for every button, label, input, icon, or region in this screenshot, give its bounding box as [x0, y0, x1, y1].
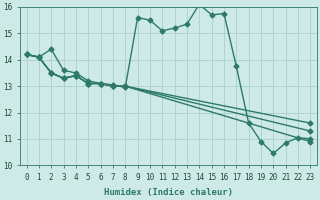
X-axis label: Humidex (Indice chaleur): Humidex (Indice chaleur) — [104, 188, 233, 197]
